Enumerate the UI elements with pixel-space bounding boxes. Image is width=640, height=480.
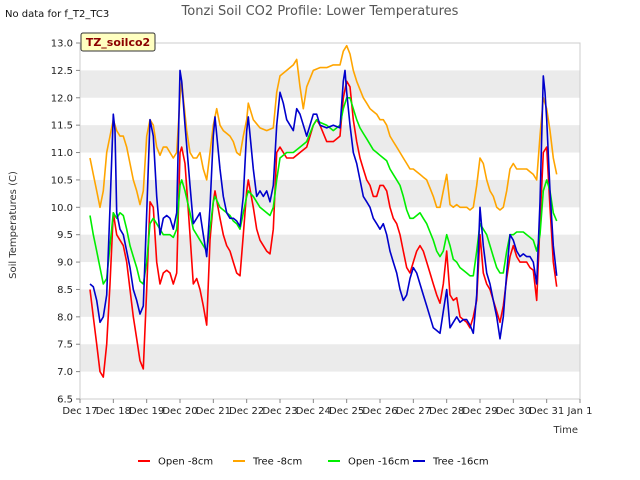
x-tick-label: Dec 26 (362, 406, 397, 417)
y-tick-label: 8.5 (57, 285, 73, 296)
x-tick-label: Dec 18 (96, 406, 131, 417)
series-lines (89, 44, 558, 378)
legend: Open -8cm Tree -8cm Open -16cm Tree -16cm (138, 457, 489, 468)
x-tick-label: Dec 23 (262, 406, 297, 417)
x-axis-title: Time (553, 425, 578, 436)
x-tick-label: Dec 24 (296, 406, 331, 417)
y-tick-label: 8.0 (57, 312, 73, 323)
y-tick-label: 9.5 (57, 230, 73, 241)
legend-label: Open -8cm (158, 457, 213, 468)
x-tick-label: Dec 17 (62, 406, 97, 417)
x-tick-label: Dec 30 (496, 406, 531, 417)
x-tick-label: Dec 27 (396, 406, 431, 417)
y-tick-label: 10.0 (51, 203, 73, 214)
y-tick-label: 7.0 (57, 367, 73, 378)
chart-title: Tonzi Soil CO2 Profile: Lower Temperatur… (181, 4, 459, 19)
y-axis-title: Soil Temperatures (C) (8, 171, 19, 279)
plot-bands (80, 70, 580, 372)
x-tick-label: Dec 29 (462, 406, 497, 417)
series-line-open-8cm (89, 80, 558, 378)
legend-label: Tree -16cm (432, 457, 489, 468)
y-tick-label: 6.5 (57, 395, 73, 406)
x-tick-label: Jan 1 (567, 406, 593, 417)
y-tick-label: 12.5 (51, 66, 73, 77)
grid-band (80, 179, 580, 208)
x-tick-label: Dec 19 (129, 406, 164, 417)
y-tick-label: 10.5 (51, 175, 73, 186)
y-tick-label: 7.5 (57, 340, 73, 351)
series-line-tree-8cm (89, 44, 558, 211)
x-tick-label: Dec 31 (529, 406, 564, 417)
grid-band (80, 234, 580, 263)
site-badge: TZ_soilco2 (80, 32, 156, 52)
x-tick-label: Dec 21 (196, 406, 231, 417)
y-tick-label: 11.5 (51, 121, 73, 132)
series-line-tree-16cm (89, 69, 558, 340)
y-tick-label: 12.0 (51, 93, 73, 104)
plot-frame (79, 42, 581, 400)
no-data-note: No data for f_T2_TC3 (5, 9, 109, 20)
legend-label: Tree -8cm (252, 457, 302, 468)
y-tick-label: 13.0 (51, 39, 73, 50)
y-tick-label: 9.0 (57, 258, 73, 269)
x-tick-label: Dec 22 (229, 406, 264, 417)
grid-band (80, 70, 580, 98)
x-tick-label: Dec 28 (429, 406, 464, 417)
site-badge-label: TZ_soilco2 (86, 36, 150, 49)
x-tick-label: Dec 20 (162, 406, 197, 417)
grid-band (80, 344, 580, 372)
legend-label: Open -16cm (348, 457, 409, 468)
y-tick-label: 11.0 (51, 148, 73, 159)
x-tick-label: Dec 25 (329, 406, 364, 417)
site-badge-box (80, 32, 156, 52)
y-axis: 6.5 7.0 7.5 8.0 8.5 9.0 9.5 10.0 10.5 11.0 11.5 12.… (51, 39, 80, 406)
